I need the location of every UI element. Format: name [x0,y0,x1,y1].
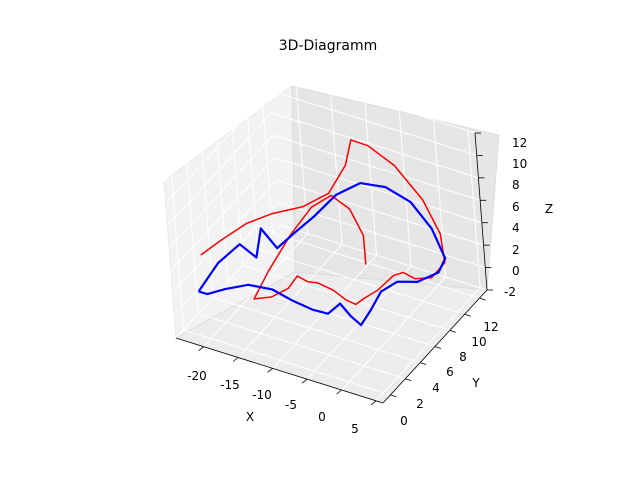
z-axis-label: Z [545,202,553,216]
grid-line [185,156,199,314]
y-tick-label: 2 [416,397,424,411]
y-tick-label: 4 [432,381,440,395]
y-tick-label: 10 [471,335,486,349]
z-axis-ticks: -2 0 2 4 6 8 10 12 [504,136,527,299]
grid-line [467,130,481,288]
y-tick-label: 6 [446,365,454,379]
grid-line [295,76,309,234]
grid-line [230,108,244,266]
x-tick-label: 5 [351,422,359,436]
grid-line [272,232,480,299]
x-tick-mark [267,368,273,373]
grid-line [165,90,271,204]
grid-line [170,157,276,272]
x-tick-mark [370,400,377,406]
grid-line [227,281,436,347]
grid-line [257,248,465,315]
grid-line [271,112,479,179]
grid-line [172,179,277,294]
grid-line [329,87,343,245]
x-axis-label: X [246,410,254,424]
grid-line [183,329,391,396]
x-tick-mark [198,346,204,351]
grid-line [364,98,378,256]
x-tick-mark [301,378,308,384]
y-tick-mark [479,297,486,301]
y-axis-ticks: 0 2 4 6 8 10 12 [400,320,498,428]
y-tick-label: 12 [483,320,498,334]
x-tick-label: -10 [252,388,272,402]
y-axis-label: Y [471,376,480,390]
y-tick-mark [420,362,427,366]
grid-line [245,92,259,250]
grid-line [398,109,412,267]
axes-panes [163,85,500,404]
x-axis-line [175,337,384,404]
grid-line [278,202,486,269]
axes-lines [175,132,493,406]
grid-line [269,89,477,156]
y-tick-mark [434,346,442,349]
grid-line [173,202,279,316]
grid-line [272,134,481,201]
z-tick-label: -2 [504,285,516,299]
x-tick-mark [232,357,239,362]
x-tick-label: -20 [187,369,207,383]
grid-line [167,112,272,227]
grid-line [175,224,281,339]
x-tick-label: -15 [220,378,240,392]
series-layer [197,139,447,327]
chart-title: 3D-Diagramm [279,38,378,54]
grid-line [242,264,451,331]
grid-line [168,134,274,249]
y-tick-label: 0 [400,414,408,428]
grid-line [276,179,484,246]
grid-line [279,224,488,291]
x-tick-label: 0 [318,410,326,424]
pane-back-right [291,85,500,291]
z-tick-label: 0 [512,264,520,278]
grid-line [170,172,184,330]
y-tick-mark [405,378,412,382]
grid-line [260,76,274,234]
y-tick-mark [449,329,456,333]
grid-line [212,297,421,364]
z-tick-label: 8 [512,178,520,192]
y-tick-mark [390,394,397,398]
grid-line [198,313,406,380]
z-tick-label: 10 [512,157,527,171]
grid-line [274,157,483,224]
x-tick-mark [336,389,342,395]
x-axis-ticks: -20 -15 -10 -5 0 5 [187,369,359,436]
z-tick-label: 2 [512,243,520,257]
z-tick-label: 12 [512,136,527,150]
series-line-1 [200,139,446,306]
grid-line [163,67,269,182]
grid-line [267,67,476,134]
series-line-2 [197,182,447,327]
y-tick-mark [464,313,471,317]
z-tick-label: 6 [512,200,520,214]
y-tick-label: 8 [459,350,467,364]
z-axis-line [474,132,488,291]
z-tick-label: 4 [512,221,520,235]
x-tick-label: -5 [285,398,297,412]
